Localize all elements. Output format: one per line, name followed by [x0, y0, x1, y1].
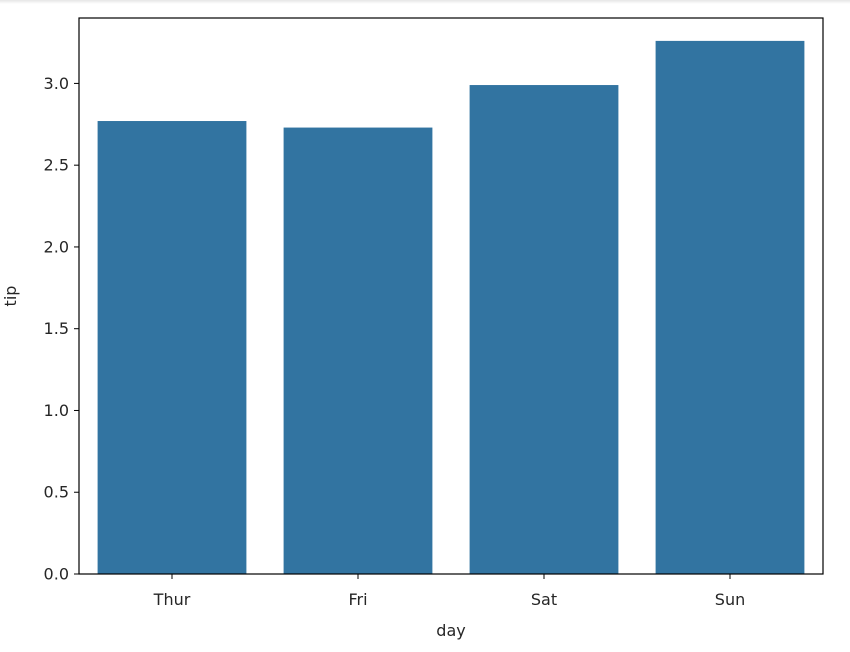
y-tick-label: 1.5	[44, 319, 69, 338]
x-tick-label: Thur	[153, 590, 191, 609]
y-tick-label: 0.5	[44, 483, 69, 502]
bar-sat	[469, 85, 619, 574]
bar-sun	[655, 40, 805, 575]
x-axis-label: day	[436, 621, 465, 640]
y-tick-label: 2.5	[44, 156, 69, 175]
x-tick-label: Sun	[715, 590, 745, 609]
bar-thur	[97, 121, 247, 574]
y-tick-label: 0.0	[44, 565, 69, 584]
x-axis: Thur Fri Sat Sun	[153, 574, 745, 609]
x-tick-label: Fri	[348, 590, 367, 609]
y-tick-label: 3.0	[44, 74, 69, 93]
y-axis: 0.0 0.5 1.0 1.5 2.0 2.5 3.0	[44, 74, 79, 584]
bar-fri	[283, 127, 433, 575]
bars-group	[97, 40, 805, 575]
y-axis-label: tip	[1, 286, 20, 307]
x-tick-label: Sat	[531, 590, 557, 609]
plot-frame	[78, 17, 824, 575]
y-tick-label: 1.0	[44, 401, 69, 420]
window-top-edge	[0, 0, 850, 4]
y-tick-label: 2.0	[44, 237, 69, 256]
